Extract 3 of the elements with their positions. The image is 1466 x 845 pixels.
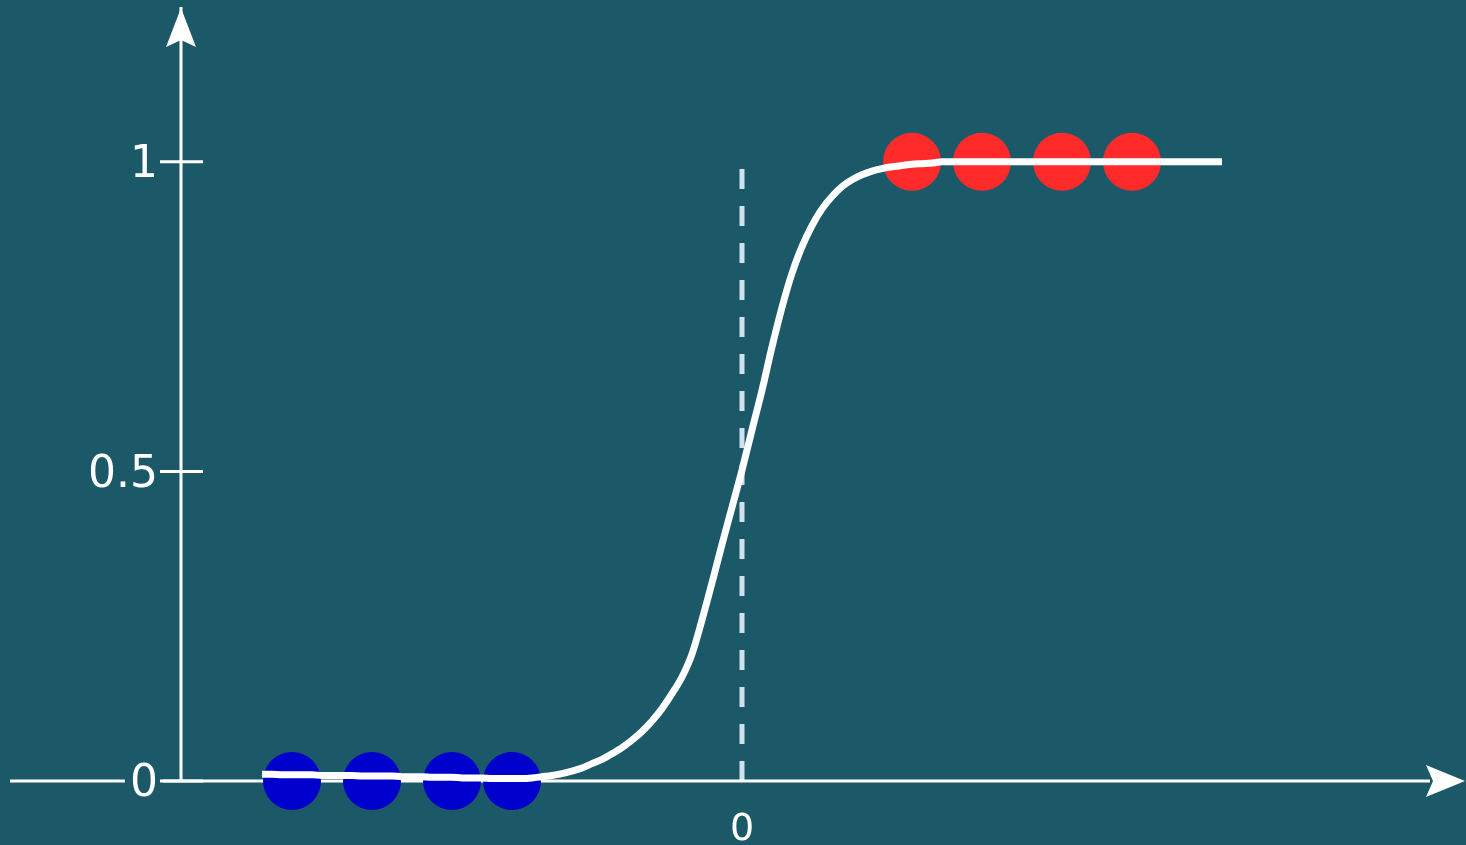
y-tick-label: 0 xyxy=(130,755,158,807)
y-tick-label: 0.5 xyxy=(88,445,158,497)
y-tick-label: 1 xyxy=(130,136,158,188)
